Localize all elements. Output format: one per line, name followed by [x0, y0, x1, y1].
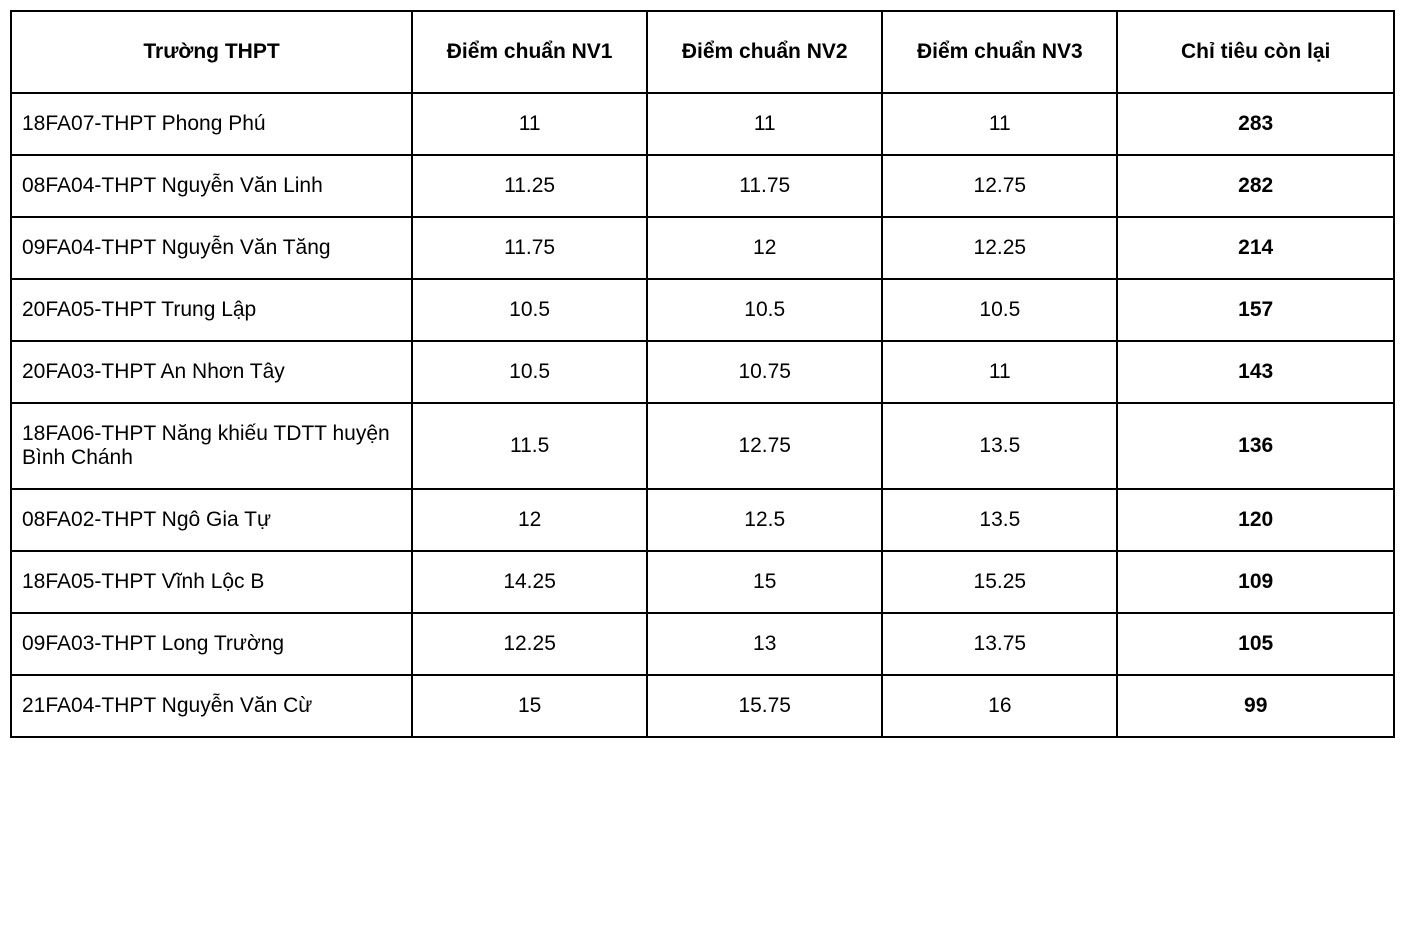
cell-nv1: 12 — [412, 489, 647, 551]
cell-nv1: 11 — [412, 93, 647, 155]
cell-nv3: 10.5 — [882, 279, 1117, 341]
cell-school: 08FA04-THPT Nguyễn Văn Linh — [11, 155, 412, 217]
cell-school: 20FA03-THPT An Nhơn Tây — [11, 341, 412, 403]
cell-nv3: 16 — [882, 675, 1117, 737]
cell-nv3: 13.5 — [882, 489, 1117, 551]
table-row: 18FA07-THPT Phong Phú 11 11 11 283 — [11, 93, 1394, 155]
table-row: 08FA02-THPT Ngô Gia Tự 12 12.5 13.5 120 — [11, 489, 1394, 551]
cell-school: 21FA04-THPT Nguyễn Văn Cừ — [11, 675, 412, 737]
col-header-nv1: Điểm chuẩn NV1 — [412, 11, 647, 93]
cell-nv2: 10.75 — [647, 341, 882, 403]
cell-nv3: 13.75 — [882, 613, 1117, 675]
cell-school: 18FA05-THPT Vĩnh Lộc B — [11, 551, 412, 613]
cell-nv1: 15 — [412, 675, 647, 737]
table-row: 18FA05-THPT Vĩnh Lộc B 14.25 15 15.25 10… — [11, 551, 1394, 613]
cell-nv3: 11 — [882, 93, 1117, 155]
table-row: 20FA05-THPT Trung Lập 10.5 10.5 10.5 157 — [11, 279, 1394, 341]
cell-school: 18FA07-THPT Phong Phú — [11, 93, 412, 155]
table-row: 20FA03-THPT An Nhơn Tây 10.5 10.75 11 14… — [11, 341, 1394, 403]
cell-remaining: 143 — [1117, 341, 1394, 403]
cell-nv1: 11.5 — [412, 403, 647, 489]
cell-nv2: 12.5 — [647, 489, 882, 551]
table-row: 09FA03-THPT Long Trường 12.25 13 13.75 1… — [11, 613, 1394, 675]
cell-school: 09FA04-THPT Nguyễn Văn Tăng — [11, 217, 412, 279]
cell-nv1: 11.25 — [412, 155, 647, 217]
cell-remaining: 282 — [1117, 155, 1394, 217]
cell-nv1: 12.25 — [412, 613, 647, 675]
cell-nv3: 13.5 — [882, 403, 1117, 489]
cell-nv2: 11 — [647, 93, 882, 155]
cell-remaining: 157 — [1117, 279, 1394, 341]
cell-school: 09FA03-THPT Long Trường — [11, 613, 412, 675]
cell-remaining: 283 — [1117, 93, 1394, 155]
cell-nv2: 10.5 — [647, 279, 882, 341]
col-header-nv2: Điểm chuẩn NV2 — [647, 11, 882, 93]
cell-nv3: 12.25 — [882, 217, 1117, 279]
cell-school: 18FA06-THPT Năng khiếu TDTT huyện Bình C… — [11, 403, 412, 489]
cell-remaining: 120 — [1117, 489, 1394, 551]
cell-nv2: 15.75 — [647, 675, 882, 737]
cell-nv1: 11.75 — [412, 217, 647, 279]
table-row: 18FA06-THPT Năng khiếu TDTT huyện Bình C… — [11, 403, 1394, 489]
scores-table: Trường THPT Điểm chuẩn NV1 Điểm chuẩn NV… — [10, 10, 1395, 738]
cell-nv3: 15.25 — [882, 551, 1117, 613]
cell-nv2: 12 — [647, 217, 882, 279]
cell-nv3: 11 — [882, 341, 1117, 403]
cell-school: 08FA02-THPT Ngô Gia Tự — [11, 489, 412, 551]
header-row: Trường THPT Điểm chuẩn NV1 Điểm chuẩn NV… — [11, 11, 1394, 93]
cell-nv1: 10.5 — [412, 279, 647, 341]
cell-nv1: 14.25 — [412, 551, 647, 613]
cell-remaining: 136 — [1117, 403, 1394, 489]
cell-nv2: 13 — [647, 613, 882, 675]
table-header: Trường THPT Điểm chuẩn NV1 Điểm chuẩn NV… — [11, 11, 1394, 93]
cell-nv2: 12.75 — [647, 403, 882, 489]
cell-nv1: 10.5 — [412, 341, 647, 403]
cell-remaining: 99 — [1117, 675, 1394, 737]
cell-remaining: 214 — [1117, 217, 1394, 279]
cell-nv2: 15 — [647, 551, 882, 613]
cell-remaining: 109 — [1117, 551, 1394, 613]
col-header-nv3: Điểm chuẩn NV3 — [882, 11, 1117, 93]
cell-school: 20FA05-THPT Trung Lập — [11, 279, 412, 341]
cell-nv2: 11.75 — [647, 155, 882, 217]
table-body: 18FA07-THPT Phong Phú 11 11 11 283 08FA0… — [11, 93, 1394, 737]
cell-nv3: 12.75 — [882, 155, 1117, 217]
col-header-school: Trường THPT — [11, 11, 412, 93]
table-row: 08FA04-THPT Nguyễn Văn Linh 11.25 11.75 … — [11, 155, 1394, 217]
col-header-remaining: Chỉ tiêu còn lại — [1117, 11, 1394, 93]
table-row: 09FA04-THPT Nguyễn Văn Tăng 11.75 12 12.… — [11, 217, 1394, 279]
table-row: 21FA04-THPT Nguyễn Văn Cừ 15 15.75 16 99 — [11, 675, 1394, 737]
cell-remaining: 105 — [1117, 613, 1394, 675]
